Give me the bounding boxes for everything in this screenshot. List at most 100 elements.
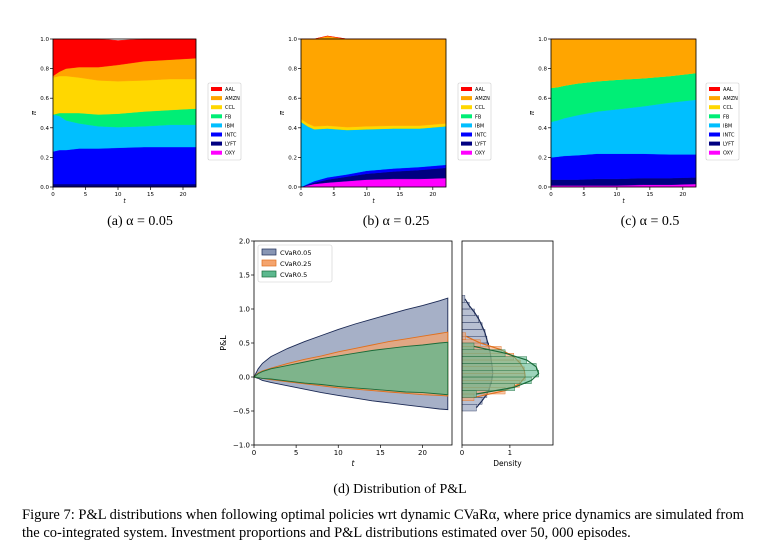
stack-chart-3: 0 5 10 15 20 0.0 0.2 0.4 0.6 0.8 1.0 t π AAL AMZN CCL FB… [528,37,740,205]
x-axis-label: t [372,198,375,205]
legend-label-cvar0-5: CVaR0.5 [280,271,307,279]
density-chart: 0 1 Density [460,240,554,468]
y-tick-label: 0.2 [288,155,297,161]
area-aal [301,35,446,40]
histogram-bar [461,383,515,391]
y-tick-label: 2.0 [239,238,250,246]
histogram-bar [461,342,475,351]
x-tick-label: 0 [252,449,256,457]
y-tick-label: 0.2 [40,155,49,161]
y-tick-label: 0.5 [239,340,250,348]
area-intc [550,153,697,180]
legend-swatch-aal [461,87,472,91]
plot-frame [52,38,197,188]
legend-label-ibm: IBM [475,123,484,129]
histogram-bar [461,363,537,371]
subcaption-d: (d) Distribution of P&L [333,482,467,497]
legend-swatch-cvar0-5 [261,270,277,278]
legend-swatch-oxy [211,150,222,155]
y-axis-label: π [528,110,536,115]
x-tick-label: 0 [549,192,553,198]
histogram-bar [461,376,532,385]
legend-label-ibm: IBM [723,123,732,129]
y-tick-label: 0.8 [288,67,297,73]
legend-swatch-fb [211,114,222,119]
figure-caption: Figure 7: P&L distributions when followi… [22,506,762,542]
subcaption-a: (a) α = 0.05 [107,214,173,229]
plot-frame [300,38,447,188]
y-tick-label: 0.6 [288,96,297,102]
legend-label-lyft: LYFT [723,142,735,148]
subcaption-c: (c) α = 0.5 [620,214,680,229]
legend-swatch-ibm [461,123,472,128]
x-axis-label: Density [493,459,522,468]
area-intc [52,146,197,185]
x-tick-label: 15 [396,192,403,198]
legend-label-cvar0-05: CVaR0.05 [280,249,311,257]
legend-label-ibm: IBM [225,123,234,129]
legend: AAL AMZN CCL FB IBM INTC LYFT OXY [705,82,740,161]
legend: CVaR0.05 CVaR0.25 CVaR0.5 [257,244,333,283]
legend-swatch-fb [461,114,472,119]
legend-label-ccl: CCL [723,105,733,111]
legend-label-ccl: CCL [475,105,485,111]
legend-label-oxy: OXY [475,151,486,157]
histogram-bar [461,349,506,357]
legend-label-lyft: LYFT [475,142,487,148]
x-tick-label: 20 [180,192,187,198]
legend-swatch-lyft [211,141,222,146]
y-tick-label: 0.8 [538,67,547,73]
legend-label-ccl: CCL [225,105,235,111]
y-tick-label: 0.0 [40,185,49,191]
y-tick-label: 0.8 [40,67,49,73]
legend-swatch-ccl [211,105,222,110]
x-tick-label: 15 [376,449,385,457]
subcaption-b: (b) α = 0.25 [362,214,430,229]
y-tick-label: 0.6 [40,96,49,102]
legend-label-intc: INTC [475,133,487,139]
x-tick-label: 20 [429,192,436,198]
y-axis-label: π [30,110,38,115]
stack-chart-2: 0 5 10 15 20 0.0 0.2 0.4 0.6 0.8 1.0 t π AAL AMZN CCL FB… [278,35,492,205]
legend-swatch-cvar0-25 [261,259,277,267]
legend-label-fb: FB [475,114,482,120]
y-tick-label: 0.2 [538,155,547,161]
legend-swatch-aal [211,87,222,91]
legend-label-intc: INTC [225,133,237,139]
y-tick-label: 1.0 [288,37,297,43]
x-axis-label: t [622,198,625,205]
x-tick-label: 0 [460,449,464,457]
legend: AAL AMZN CCL FB IBM INTC LYFT OXY [457,82,492,161]
x-tick-label: 5 [332,192,336,198]
y-tick-label: −0.5 [233,408,250,416]
stack-chart-1: 0 5 10 15 20 0.0 0.2 0.4 0.6 0.8 1.0 t π AAL AMZN CCL FB… [30,37,242,205]
density-curve-cvar0-5 [473,345,540,395]
y-tick-label: 1.0 [40,37,49,43]
legend-swatch-intc [709,132,720,137]
x-tick-label: 5 [84,192,88,198]
x-tick-label: 10 [115,192,122,198]
y-axis-label: π [278,110,286,115]
x-tick-label: 20 [679,192,686,198]
x-tick-label: 0 [299,192,303,198]
y-tick-label: 0.4 [40,126,49,132]
legend-swatch-intc [461,132,472,137]
area-amzn [300,35,447,128]
y-tick-label: −1.0 [233,442,250,450]
histogram-bar [461,390,477,398]
legend-box [207,82,242,161]
legend-swatch-ccl [461,105,472,110]
plot-frame [550,38,697,188]
histogram-bar [461,370,539,378]
x-tick-label: 10 [363,192,370,198]
area-ccl [52,75,197,115]
x-tick-label: 15 [646,192,653,198]
figure-caption-text: P&L distributions when following optimal… [22,507,744,541]
legend-label-fb: FB [225,114,232,120]
plot-frame [461,240,554,446]
legend-swatch-amzn [709,96,720,101]
legend-swatch-oxy [709,150,720,155]
histogram-bar [461,332,466,340]
legend-swatch-cvar0-05 [261,248,277,256]
